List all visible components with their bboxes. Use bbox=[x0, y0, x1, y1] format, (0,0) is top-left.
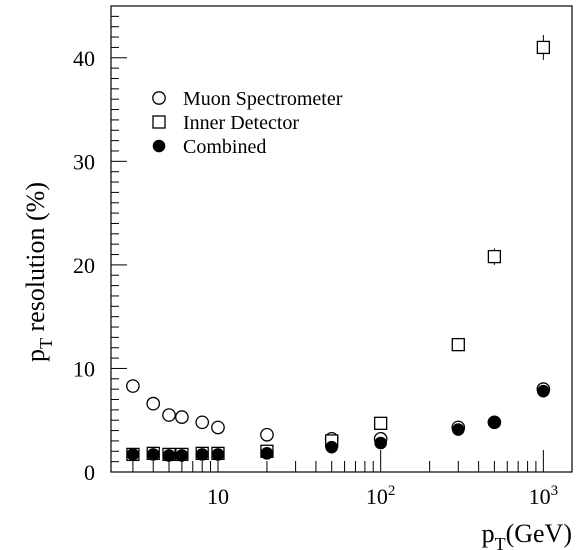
data-point bbox=[451, 337, 465, 352]
data-point bbox=[126, 379, 140, 393]
y-tick-label: 10 bbox=[73, 356, 95, 381]
legend-marker-combined bbox=[152, 139, 166, 153]
data-point bbox=[536, 40, 551, 55]
data-point bbox=[126, 448, 140, 461]
data-point bbox=[175, 449, 189, 462]
y-tick-label: 0 bbox=[84, 460, 95, 485]
data-point bbox=[146, 448, 160, 461]
legend-marker-muon-spectrometer bbox=[152, 91, 166, 105]
data-point bbox=[162, 449, 176, 462]
data-point bbox=[488, 415, 501, 429]
data-point bbox=[374, 416, 388, 430]
data-point bbox=[211, 448, 225, 461]
series-combined bbox=[126, 384, 550, 462]
y-tick-label: 20 bbox=[73, 253, 95, 278]
data-point bbox=[146, 396, 161, 411]
tick-labels: 0 10 20 30 40 10 102 103 bbox=[73, 46, 558, 509]
data-point bbox=[260, 427, 274, 442]
data-point bbox=[195, 448, 209, 461]
y-axis-title: pT resolution (%) bbox=[21, 182, 56, 362]
axis-ticks bbox=[111, 5, 544, 473]
y-tick-label: 40 bbox=[73, 46, 95, 71]
legend-marker-inner-detector bbox=[152, 115, 166, 129]
data-point bbox=[537, 384, 550, 398]
data-point bbox=[211, 420, 225, 435]
legend-label-muon-spectrometer: Muon Spectrometer bbox=[183, 88, 343, 110]
data-point bbox=[451, 423, 465, 436]
data-marks bbox=[126, 34, 551, 462]
x-tick-label: 103 bbox=[529, 483, 559, 509]
plot-frame bbox=[110, 5, 573, 473]
data-point bbox=[260, 447, 274, 460]
data-point bbox=[325, 440, 338, 454]
legend-label-combined: Combined bbox=[183, 136, 266, 158]
y-tick-label: 30 bbox=[73, 149, 95, 174]
x-axis-title: pT(GeV) bbox=[482, 519, 572, 550]
legend-label-inner-detector: Inner Detector bbox=[183, 112, 299, 134]
x-tick-label: 10 bbox=[207, 484, 229, 509]
data-point bbox=[195, 415, 210, 430]
data-point bbox=[487, 249, 502, 264]
data-point bbox=[374, 436, 387, 450]
data-point bbox=[175, 410, 189, 424]
data-point bbox=[162, 408, 176, 422]
x-tick-label: 102 bbox=[366, 483, 396, 509]
